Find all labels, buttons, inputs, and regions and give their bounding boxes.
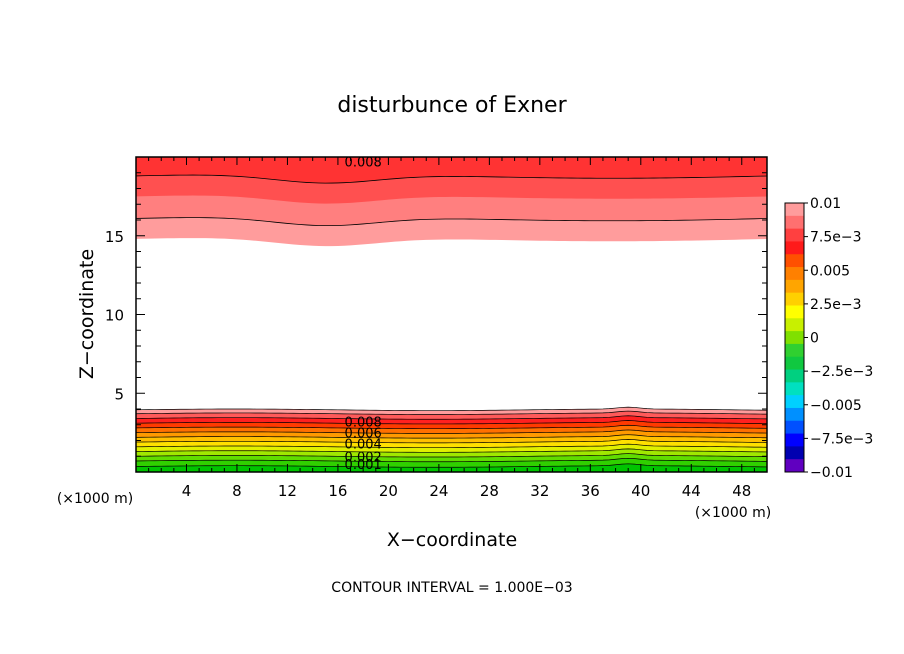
x-tick-label: 20 (379, 482, 398, 500)
colorbar-swatch (785, 356, 804, 371)
colorbar-tick-label: 0.01 (810, 196, 841, 212)
colorbar-swatch (785, 318, 804, 332)
lower-contour-3 (135, 420, 768, 425)
colorbar-swatch (785, 369, 804, 383)
lower-contour-8 (135, 443, 768, 448)
y-axis-ticks: 5 10 15 (105, 172, 767, 457)
x-tick-label: 12 (278, 482, 297, 500)
colorbar-tick-label: −2.5e−3 (810, 364, 873, 380)
colorbar-tick-label: 2.5e−3 (810, 297, 862, 313)
x-tick-label: 8 (232, 482, 242, 500)
lower-contour-9 (135, 448, 768, 453)
lower-contour-12 (135, 463, 768, 468)
colorbar-tick-label: 0 (810, 331, 819, 347)
contour-lines (135, 174, 768, 468)
colorbar-swatch (785, 292, 804, 306)
x-tick-label: 40 (631, 482, 650, 500)
colorbar-swatch (785, 215, 804, 230)
colorbar-tick-label: 0.005 (810, 263, 850, 279)
x-axis-ticks: 4 8 12 16 20 24 28 32 36 40 44 48 (148, 157, 755, 500)
contour-label: 0.001 (345, 458, 382, 473)
colorbar-swatch (785, 241, 804, 255)
colorbar-swatch (785, 343, 804, 358)
colorbar-tick-label: −0.01 (810, 465, 853, 481)
lower-contour-4 (135, 424, 768, 430)
lower-contour-5 (135, 429, 768, 434)
x-tick-label: 48 (732, 482, 751, 500)
colorbar-swatch (785, 395, 804, 409)
lower-contour-1 (135, 410, 768, 415)
colorbar-swatch (785, 305, 804, 319)
contour-label: 0.006 (345, 427, 382, 442)
y-tick-label: 15 (105, 228, 124, 246)
lower-band-12 (136, 463, 767, 472)
colorbar-swatch (785, 254, 804, 268)
colorbar-swatch (785, 382, 804, 396)
lower-contour-10 (135, 453, 768, 458)
upper-contour-3 (135, 174, 768, 184)
colorbar-swatch (785, 433, 804, 447)
plot-area (136, 157, 767, 472)
lower-contour-2 (135, 415, 768, 420)
colorbar-swatch (785, 446, 804, 460)
colorbar-tick-label: 7.5e−3 (810, 230, 862, 246)
x-unit-right: (×1000 m) (695, 505, 771, 521)
x-tick-label: 44 (682, 482, 701, 500)
chart-title: disturbunce of Exner (337, 93, 567, 118)
colorbar-swatch (785, 407, 804, 422)
x-unit-left: (×1000 m) (57, 491, 133, 507)
contour-interval-note: CONTOUR INTERVAL = 1.000E−03 (331, 580, 572, 596)
upper-contour-1 (135, 217, 768, 227)
contour-label: 0.002 (345, 450, 382, 465)
y-tick-label: 10 (105, 307, 124, 325)
colorbar-swatch (785, 228, 804, 242)
lower-contour-11 (135, 457, 768, 463)
x-axis-label: X−coordinate (387, 529, 517, 551)
colorbar-swatch (785, 420, 804, 435)
lower-contour-6 (135, 434, 768, 439)
colorbar-swatch (785, 267, 804, 281)
x-tick-label: 28 (480, 482, 499, 500)
y-tick-label: 5 (114, 385, 124, 403)
colorbar-swatch (785, 203, 804, 217)
y-axis-label: Z−coordinate (76, 249, 98, 379)
colorbar-swatch (785, 279, 804, 294)
x-tick-label: 4 (182, 482, 192, 500)
upper-band-3 (136, 157, 767, 184)
colorbar: 0.01 7.5e−3 0.005 2.5e−3 0 −2.5e−3 −0.005 −7.5e… (784, 196, 873, 481)
lower-contour-7 (135, 439, 768, 444)
colorbar-tick-label: −7.5e−3 (810, 431, 873, 447)
colorbar-swatch (785, 459, 804, 473)
contour-label: 0.008 (345, 416, 382, 431)
contour-label: 0.004 (345, 438, 382, 453)
lower-contour-0 (135, 406, 768, 411)
colorbar-swatch (785, 331, 804, 345)
x-tick-label: 16 (328, 482, 347, 500)
x-tick-label: 32 (530, 482, 549, 500)
contour-label: 0.008 (345, 156, 382, 171)
x-tick-label: 24 (429, 482, 448, 500)
x-tick-label: 36 (581, 482, 600, 500)
colorbar-tick-label: −0.005 (810, 398, 862, 414)
